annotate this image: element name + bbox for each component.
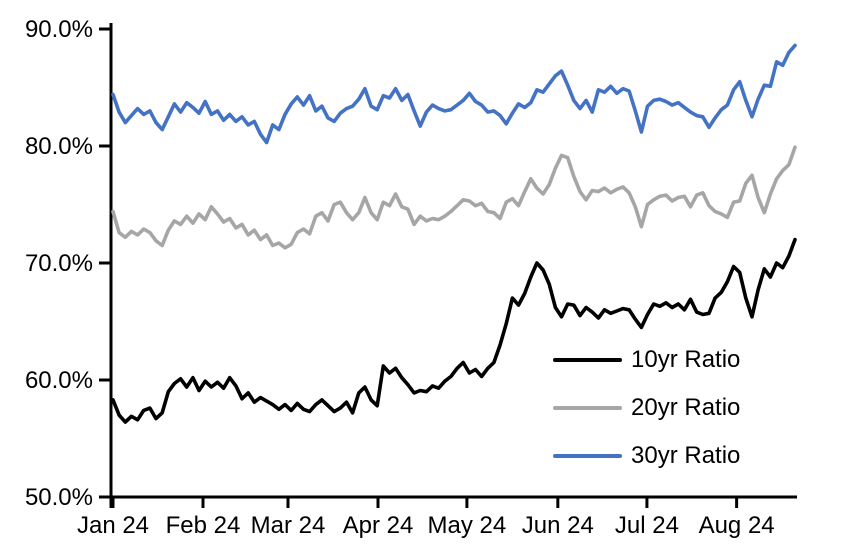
legend-entry-20yr: 20yr Ratio [553,384,740,432]
x-tick-label: Feb 24 [166,512,241,539]
x-tick-label: May 24 [428,512,507,539]
legend-label-20yr: 20yr Ratio [631,394,741,421]
series-line-10yr-ratio [111,237,797,424]
x-tick-label: Jun 24 [522,512,594,539]
legend-label-10yr: 10yr Ratio [631,346,741,373]
legend-entry-10yr: 10yr Ratio [553,336,740,384]
x-tick-label: Jul 24 [615,512,679,539]
legend-label-30yr: 30yr Ratio [631,442,741,469]
legend-swatch-10yr-icon [553,358,622,362]
y-tick-label: 90.0% [25,16,93,43]
legend: 10yr Ratio 20yr Ratio 30yr Ratio [553,336,740,480]
x-tick-label: Jan 24 [77,512,149,539]
x-tick-label: Mar 24 [251,512,326,539]
y-tick-label: 50.0% [25,484,93,511]
y-tick-label: 80.0% [25,133,93,160]
series-line-20yr-ratio [111,145,797,250]
legend-entry-30yr: 30yr Ratio [553,432,740,480]
y-tick-label: 70.0% [25,250,93,277]
x-tick-label: Apr 24 [343,512,414,539]
legend-swatch-30yr-icon [553,454,622,458]
x-tick-label: Aug 24 [699,512,775,539]
y-tick-label: 60.0% [25,367,93,394]
series-line-30yr-ratio [111,43,797,145]
legend-swatch-20yr-icon [553,406,622,410]
